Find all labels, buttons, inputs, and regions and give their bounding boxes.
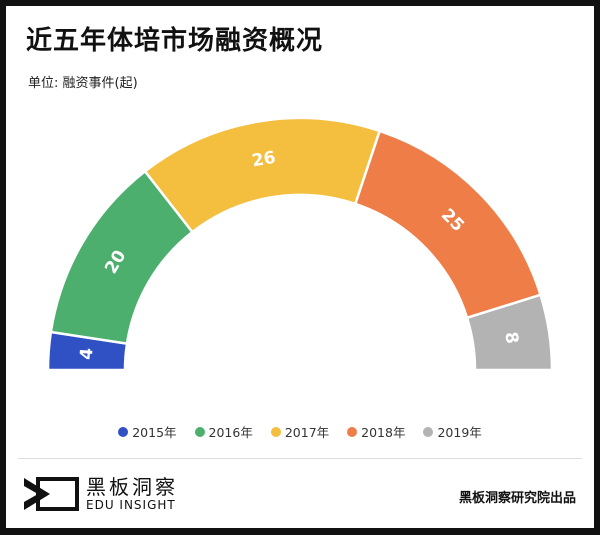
legend-item: 2015年 <box>118 422 177 441</box>
data-label: 26 <box>250 148 277 172</box>
legend-swatch <box>194 426 205 437</box>
legend-label: 2019年 <box>437 425 482 440</box>
legend-label: 2016年 <box>208 425 253 440</box>
eye-logo-icon <box>24 477 79 511</box>
legend-label: 2017年 <box>284 425 330 440</box>
legend-item: 2019年 <box>423 422 482 441</box>
legend-item: 2016年 <box>194 422 253 441</box>
legend-label: 2018年 <box>361 425 406 440</box>
logo-cn: 黑板洞察 <box>86 475 178 499</box>
segment-2017年 <box>143 116 382 234</box>
chart-title: 近五年体培市场融资概况 <box>26 26 324 56</box>
logo-en: EDU INSIGHT <box>86 498 176 512</box>
brand-logo: 黑板洞察 EDU INSIGHT <box>24 476 178 512</box>
data-label: 4 <box>77 347 98 360</box>
legend-swatch <box>270 426 281 437</box>
credit-text: 黑板洞察研究院出品 <box>458 491 576 506</box>
data-label: 8 <box>500 330 522 345</box>
legend-swatch <box>423 426 434 437</box>
legend-label: 2015年 <box>132 425 177 440</box>
legend-item: 2018年 <box>347 422 405 441</box>
legend-swatch <box>118 426 129 437</box>
divider <box>18 458 582 459</box>
legend-swatch <box>347 426 358 437</box>
legend-item: 2017年 <box>270 422 330 441</box>
legend: 2015年 2016年 2017年 2018年 2019年 <box>6 422 594 441</box>
segment-2019年 <box>465 293 554 372</box>
chart-card: 近五年体培市场融资概况 单位: 融资事件(起) 4 20 26 25 8 2015年 2… <box>6 6 594 528</box>
unit-label: 单位: 融资事件(起) <box>28 76 138 91</box>
